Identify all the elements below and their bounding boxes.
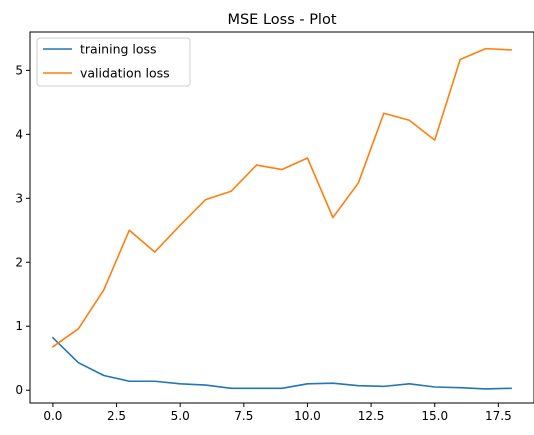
data-point-training-loss [307, 383, 309, 385]
data-point-training-loss [485, 388, 487, 390]
data-point-training-loss [281, 387, 283, 389]
data-point-training-loss [256, 387, 258, 389]
x-tick-label: 12.5 [358, 409, 385, 423]
x-tick-label: 15.0 [421, 409, 448, 423]
data-point-training-loss [52, 337, 54, 339]
legend-label-training-loss: training loss [80, 42, 157, 57]
data-point-validation-loss [230, 190, 232, 192]
y-tick-label: 1 [15, 319, 23, 333]
legend-box [36, 37, 191, 87]
data-point-training-loss [434, 386, 436, 388]
data-point-validation-loss [434, 139, 436, 141]
data-point-validation-loss [154, 251, 156, 253]
x-tick-label: 0.0 [43, 409, 62, 423]
series-line-training-loss [51, 336, 512, 390]
data-point-validation-loss [78, 328, 80, 330]
y-tick-label: 4 [15, 127, 23, 141]
series-line-validation-loss [51, 47, 512, 348]
data-point-training-loss [128, 380, 130, 382]
data-point-validation-loss [205, 199, 207, 201]
x-tick-label: 10.0 [294, 409, 321, 423]
data-point-validation-loss [52, 346, 54, 348]
data-point-training-loss [179, 383, 181, 385]
data-point-validation-loss [128, 229, 130, 231]
data-point-training-loss [103, 375, 105, 377]
data-point-validation-loss [358, 182, 360, 184]
axes-frame [29, 31, 534, 404]
data-point-validation-loss [332, 217, 334, 219]
y-tick-label: 5 [15, 63, 23, 77]
data-point-validation-loss [383, 112, 385, 114]
data-point-training-loss [358, 385, 360, 387]
data-point-validation-loss [281, 169, 283, 171]
data-point-validation-loss [485, 48, 487, 50]
chart-title: MSE Loss - Plot [227, 12, 336, 28]
data-point-training-loss [332, 382, 334, 384]
x-tick-label: 17.5 [485, 409, 512, 423]
data-point-training-loss [459, 387, 461, 389]
x-tick-label: 2.5 [107, 409, 126, 423]
data-point-training-loss [154, 380, 156, 382]
x-tick-label: 5.0 [171, 409, 190, 423]
y-tick-label: 2 [15, 255, 23, 269]
data-point-validation-loss [408, 119, 410, 121]
data-point-validation-loss [179, 224, 181, 226]
legend: training loss validation loss [36, 37, 191, 87]
y-tick-label: 3 [15, 191, 23, 205]
plot-area: 0.0 2.5 5.0 7.5 10.0 12.5 15.0 17.5 0 1 2 3 4 5 [15, 47, 512, 423]
data-point-validation-loss [103, 289, 105, 291]
data-point-training-loss [510, 387, 512, 389]
data-point-training-loss [78, 362, 80, 364]
data-point-training-loss [230, 387, 232, 389]
data-point-training-loss [383, 386, 385, 388]
data-point-training-loss [205, 384, 207, 386]
y-tick-label: 0 [15, 383, 23, 397]
legend-label-validation-loss: validation loss [80, 66, 170, 81]
data-point-validation-loss [256, 164, 258, 166]
data-point-training-loss [408, 383, 410, 385]
data-point-validation-loss [510, 49, 512, 51]
data-point-validation-loss [459, 59, 461, 61]
data-point-validation-loss [307, 157, 309, 159]
x-tick-label: 7.5 [234, 409, 253, 423]
